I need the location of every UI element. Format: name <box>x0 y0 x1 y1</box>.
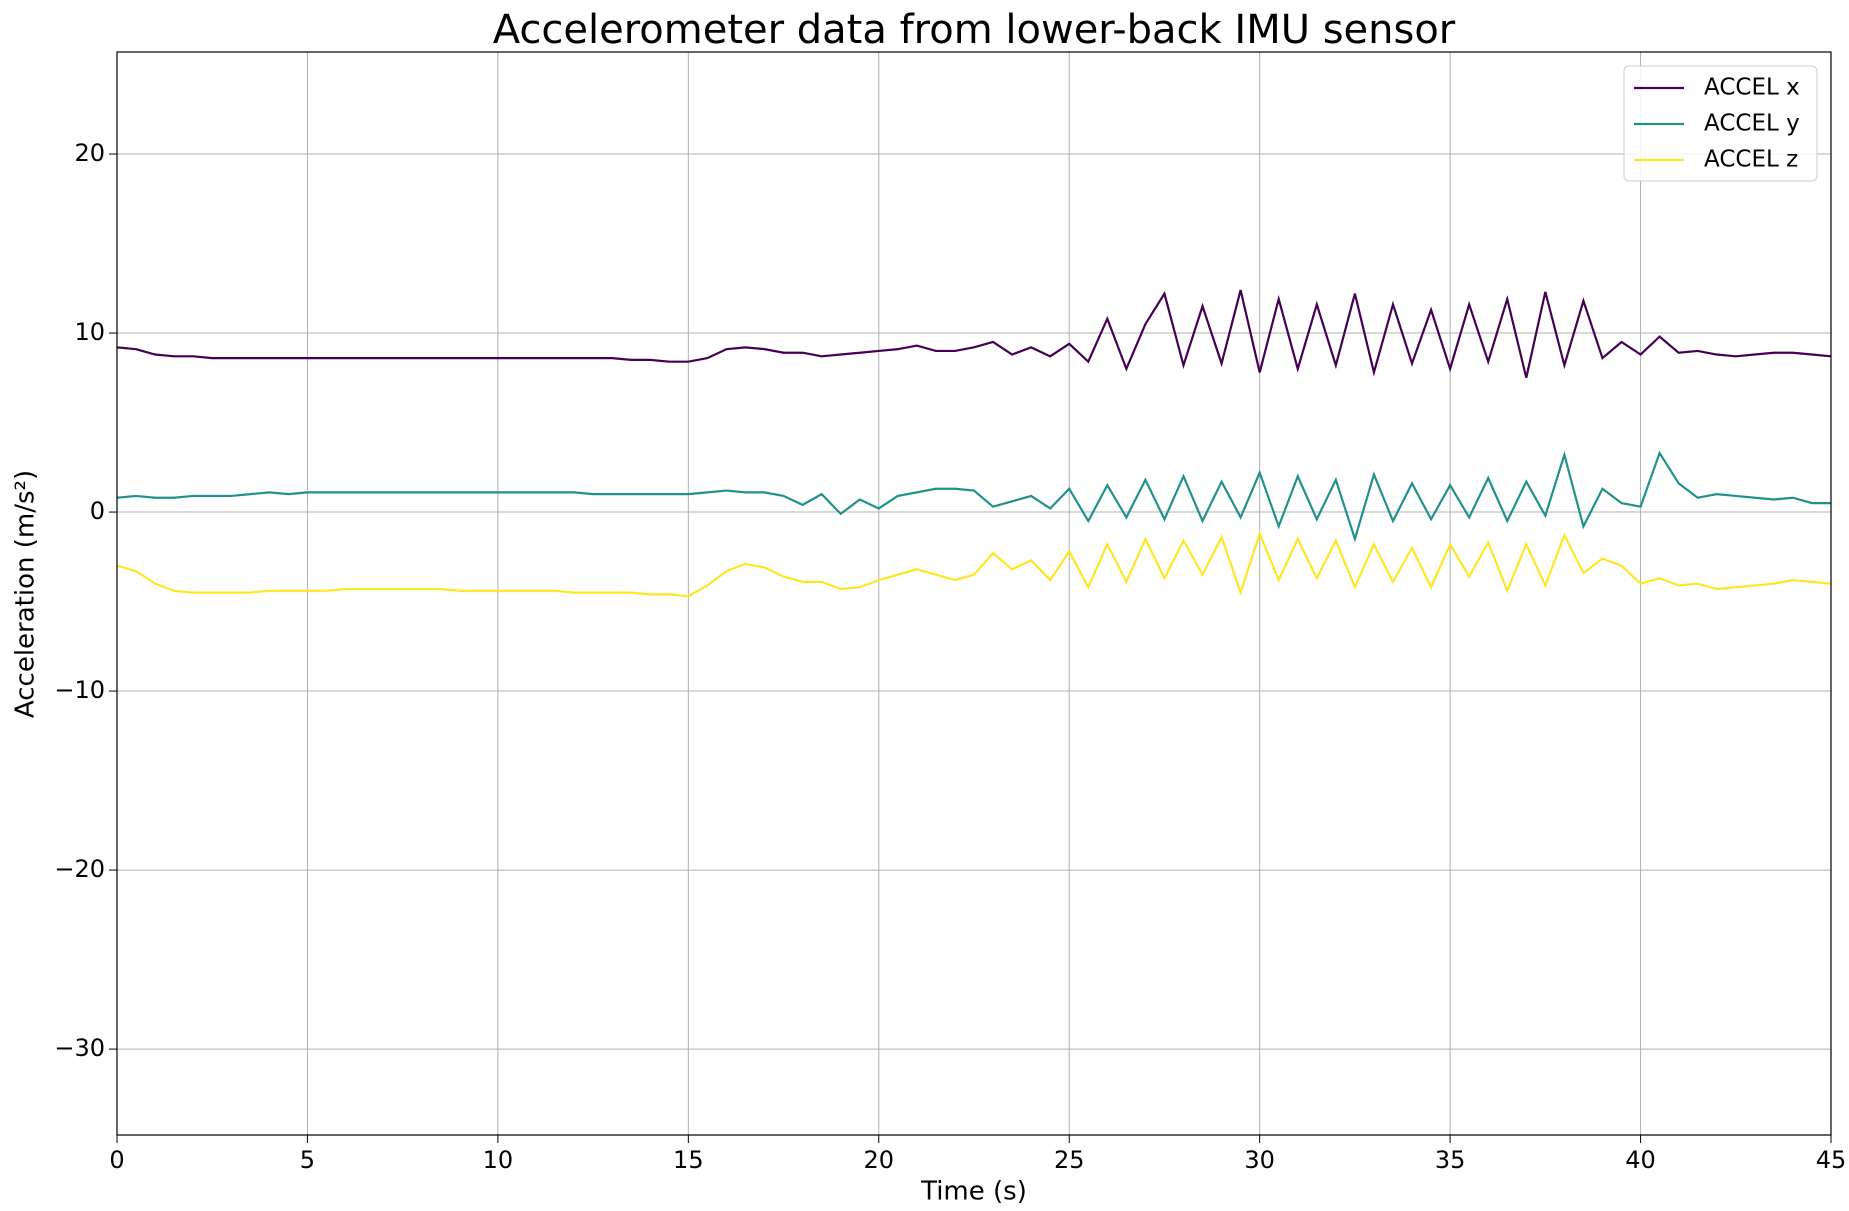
x-axis-label: Time (s) <box>920 1177 1027 1207</box>
x-tick-label: 40 <box>1625 1146 1656 1174</box>
x-tick-label: 15 <box>673 1146 704 1174</box>
legend-label: ACCEL z <box>1704 147 1798 173</box>
chart-title: Accelerometer data from lower-back IMU s… <box>493 7 1456 53</box>
y-tick-label: 20 <box>74 139 105 167</box>
data-line <box>116 289 1832 379</box>
y-tick-label: −30 <box>54 1034 105 1062</box>
y-axis-label: Acceleration (m/s²) <box>11 470 41 718</box>
x-tick-label: 20 <box>864 1146 895 1174</box>
x-tick-label: 35 <box>1435 1146 1466 1174</box>
x-tick-label: 0 <box>109 1146 124 1174</box>
x-tick-label: 10 <box>483 1146 514 1174</box>
y-tick-label: 10 <box>74 318 105 346</box>
legend-label: ACCEL y <box>1704 111 1800 137</box>
data-line <box>116 450 1831 543</box>
x-tick-label: 30 <box>1244 1146 1275 1174</box>
plot-frame <box>116 51 1832 1136</box>
y-tick-label: −10 <box>54 676 105 704</box>
legend-box <box>1623 65 1818 182</box>
data-line <box>116 530 1832 598</box>
x-tick-label: 45 <box>1816 1146 1847 1174</box>
x-tick-label: 5 <box>300 1146 315 1174</box>
legend-label: ACCEL x <box>1704 75 1800 101</box>
y-tick-label: 0 <box>90 497 105 525</box>
x-tick-label: 25 <box>1054 1146 1085 1174</box>
y-tick-label: −20 <box>54 855 105 883</box>
